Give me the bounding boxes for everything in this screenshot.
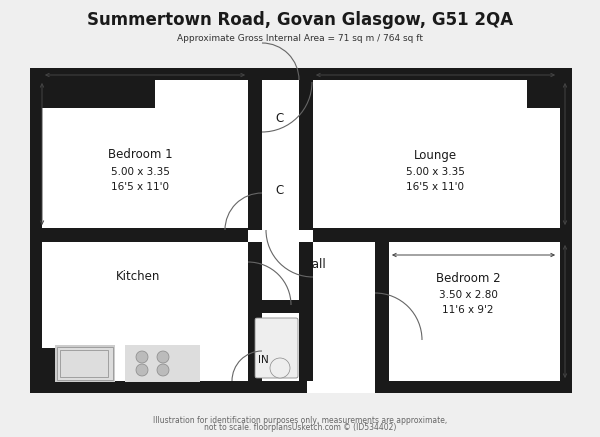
Bar <box>30 68 42 393</box>
Text: Lounge: Lounge <box>413 149 457 162</box>
Bar <box>42 80 155 110</box>
Bar <box>42 355 90 381</box>
Text: not to scale. floorplansUsketch.com © (ID534402): not to scale. floorplansUsketch.com © (I… <box>204 423 396 432</box>
Bar <box>125 345 200 382</box>
FancyBboxPatch shape <box>255 318 298 378</box>
Bar <box>375 242 389 381</box>
Text: 16'5 x 11'0: 16'5 x 11'0 <box>111 182 169 192</box>
Bar <box>255 318 298 378</box>
Bar <box>57 347 113 380</box>
Bar <box>375 242 389 381</box>
Bar <box>30 381 307 393</box>
Bar <box>248 242 262 305</box>
Bar <box>313 228 560 242</box>
Bar <box>262 242 299 305</box>
Bar <box>262 370 299 381</box>
Circle shape <box>136 351 148 363</box>
Bar <box>248 80 262 230</box>
Bar <box>262 313 299 381</box>
Bar <box>42 228 248 242</box>
Bar <box>262 305 375 313</box>
Bar <box>42 80 248 230</box>
Text: 5.00 x 3.35: 5.00 x 3.35 <box>110 167 169 177</box>
Bar <box>299 80 313 230</box>
Circle shape <box>157 351 169 363</box>
Bar <box>248 242 262 305</box>
Bar <box>265 350 295 378</box>
Bar <box>560 68 572 393</box>
Bar <box>248 300 313 313</box>
Bar <box>299 313 313 381</box>
Bar <box>42 230 248 242</box>
Text: 3.50 x 2.80: 3.50 x 2.80 <box>439 290 497 300</box>
Bar <box>55 345 115 382</box>
Bar <box>30 68 42 393</box>
Circle shape <box>270 358 290 378</box>
Bar <box>248 300 313 313</box>
Bar <box>30 68 572 80</box>
Bar <box>248 313 262 381</box>
Bar <box>42 242 248 381</box>
Bar <box>527 80 560 108</box>
Bar <box>248 80 262 230</box>
Bar <box>262 242 375 381</box>
Bar <box>375 293 389 340</box>
Bar <box>299 313 313 381</box>
Bar <box>42 80 155 108</box>
Text: 16'5 x 11'0: 16'5 x 11'0 <box>406 182 464 192</box>
Bar <box>375 381 572 393</box>
Text: Kitchen: Kitchen <box>116 271 160 284</box>
Text: Bedroom 1: Bedroom 1 <box>107 149 172 162</box>
Bar <box>248 313 262 381</box>
Text: Approximate Gross Internal Area = 71 sq m / 764 sq ft: Approximate Gross Internal Area = 71 sq … <box>177 34 423 43</box>
Bar <box>42 348 90 381</box>
Text: C: C <box>276 184 284 197</box>
Bar <box>389 242 560 381</box>
Bar <box>560 68 572 393</box>
Bar <box>299 80 313 230</box>
Text: Summertown Road, Govan Glasgow, G51 2QA: Summertown Road, Govan Glasgow, G51 2QA <box>87 10 513 29</box>
Text: IN: IN <box>257 355 268 365</box>
Bar <box>313 230 360 242</box>
Bar <box>60 350 108 377</box>
Circle shape <box>157 364 169 376</box>
Bar <box>375 381 572 393</box>
Text: Bedroom 2: Bedroom 2 <box>436 271 500 284</box>
Bar <box>299 242 313 305</box>
Bar <box>30 381 307 393</box>
Circle shape <box>136 364 148 376</box>
Bar <box>248 381 280 393</box>
Bar <box>30 68 572 393</box>
Bar <box>30 68 572 80</box>
Text: C: C <box>276 111 284 125</box>
Text: Illustration for identification purposes only, measurements are approximate,: Illustration for identification purposes… <box>153 416 447 425</box>
Text: Hall: Hall <box>304 259 326 271</box>
Text: 5.00 x 3.35: 5.00 x 3.35 <box>406 167 464 177</box>
Bar <box>198 230 248 242</box>
Bar <box>299 242 313 305</box>
Bar <box>313 230 560 242</box>
Text: 11'6 x 9'2: 11'6 x 9'2 <box>442 305 494 315</box>
Bar <box>525 80 560 108</box>
Bar <box>248 310 262 370</box>
Bar <box>313 80 560 230</box>
